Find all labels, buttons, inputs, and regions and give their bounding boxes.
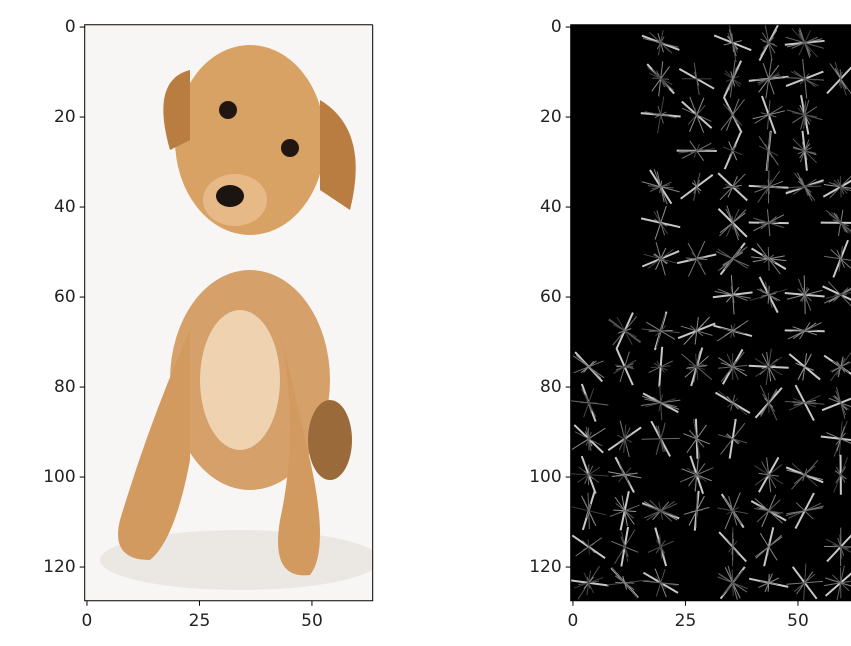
hog-image [569, 24, 851, 602]
y-tick-label: 60 [54, 287, 76, 307]
y-tick-label: 100 [529, 467, 561, 487]
y-tick-label: 40 [54, 197, 76, 217]
y-tick-label: 80 [540, 377, 562, 397]
x-tick-label: 0 [82, 611, 93, 631]
y-tick-label: 120 [529, 557, 561, 577]
x-tick-label: 50 [301, 611, 323, 631]
x-tick-label: 0 [568, 611, 579, 631]
y-tick-label: 20 [540, 107, 562, 127]
y-tick-label: 120 [43, 557, 75, 577]
x-tick-label: 25 [675, 611, 697, 631]
figure: 0 20 40 60 80 100 120 0 25 50 0 20 40 60 80 100 120 0 25 50 [0, 0, 851, 646]
y-tick-label: 80 [54, 377, 76, 397]
x-tick-label: 25 [189, 611, 211, 631]
hog-stroke [768, 170, 769, 203]
dog-photo [85, 25, 380, 601]
page: {"chart_data": [ {"type": "image", "xlim… [0, 0, 851, 646]
hog-stroke [615, 583, 634, 584]
y-tick-label: 0 [65, 17, 76, 37]
y-tick-label: 60 [540, 287, 562, 307]
y-tick-label: 40 [540, 197, 562, 217]
y-tick-label: 20 [54, 107, 76, 127]
y-tick-label: 0 [551, 17, 562, 37]
x-tick-label: 50 [787, 611, 809, 631]
y-tick-label: 100 [43, 467, 75, 487]
